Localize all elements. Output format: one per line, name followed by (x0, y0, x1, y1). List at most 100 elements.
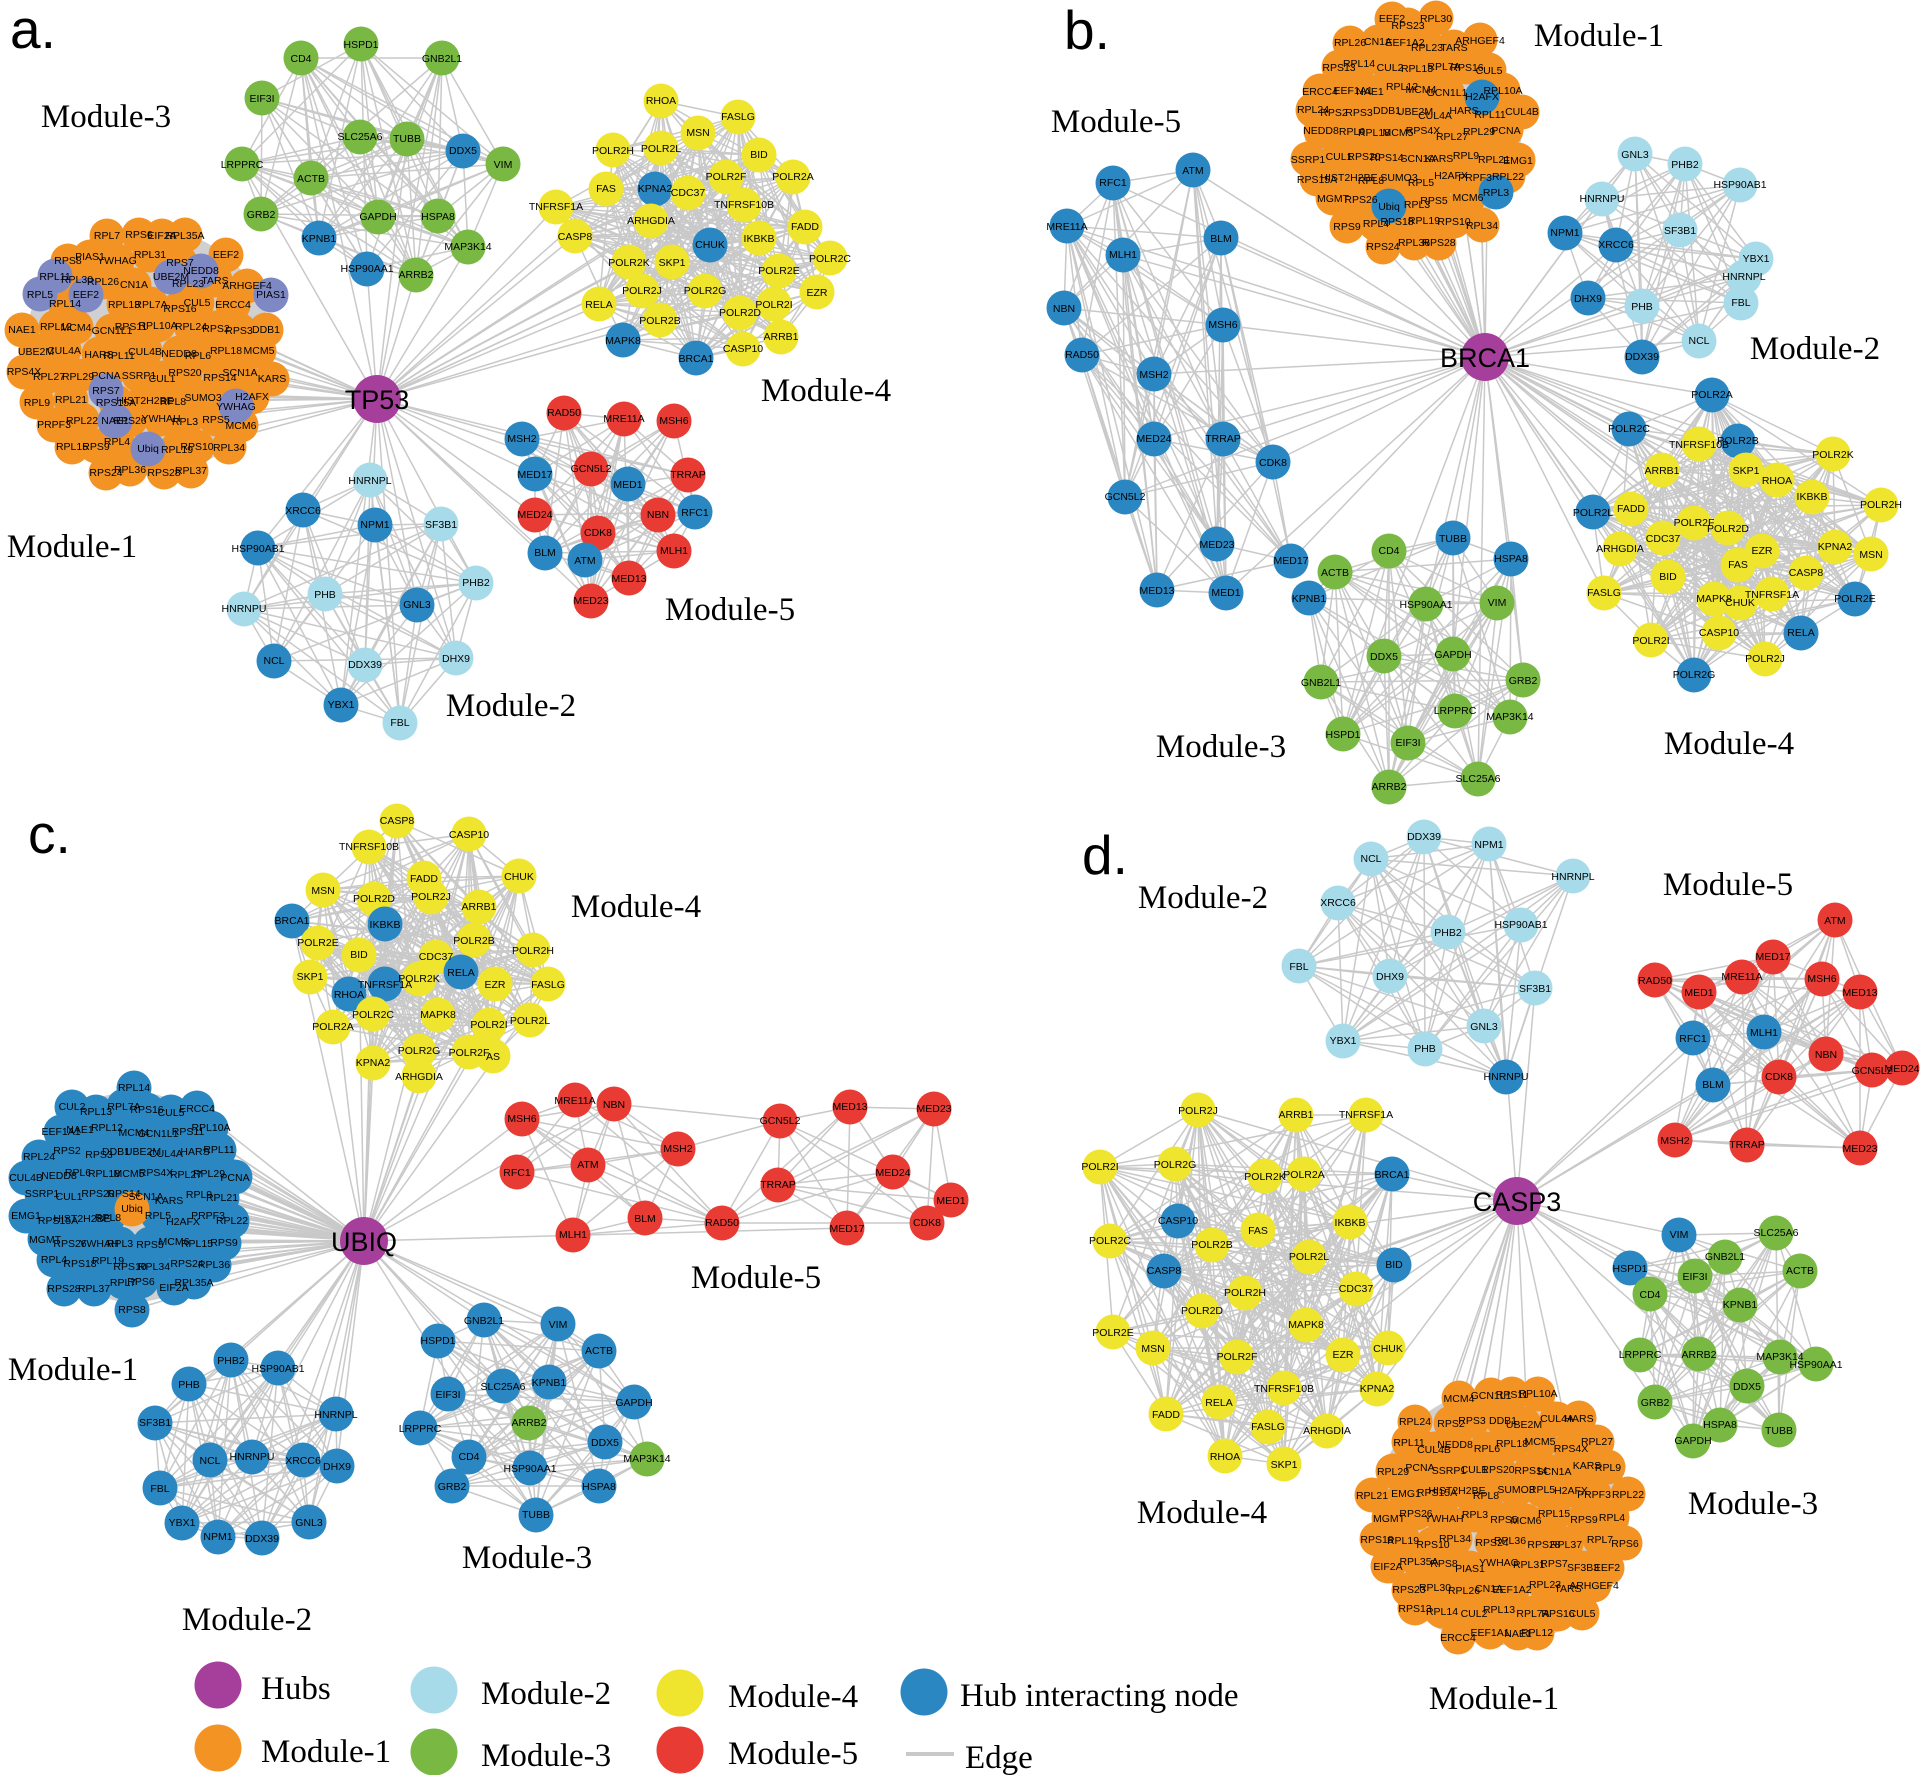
svg-text:RPL5: RPL5 (1529, 1484, 1555, 1496)
svg-text:RPL35A: RPL35A (1399, 1556, 1438, 1568)
svg-text:RPS20: RPS20 (81, 1188, 114, 1200)
svg-text:EMG1: EMG1 (1503, 155, 1533, 167)
svg-text:PIAS1: PIAS1 (256, 289, 286, 301)
svg-text:CN1A: CN1A (1364, 36, 1392, 48)
svg-text:MRE11A: MRE11A (1046, 221, 1087, 233)
svg-text:VIM: VIM (1488, 597, 1507, 609)
svg-text:Ubiq: Ubiq (137, 443, 159, 455)
svg-text:RPL15: RPL15 (56, 441, 88, 453)
svg-text:CASP8: CASP8 (1147, 1265, 1182, 1277)
svg-text:RPL37: RPL37 (175, 465, 207, 477)
svg-text:TRRAP: TRRAP (1729, 1139, 1765, 1151)
svg-text:RELA: RELA (447, 967, 474, 979)
svg-text:CUL4A: CUL4A (47, 345, 81, 357)
svg-text:RPS24: RPS24 (1366, 241, 1399, 253)
svg-text:SF3B1: SF3B1 (425, 519, 457, 531)
svg-text:RFC1: RFC1 (681, 507, 709, 519)
svg-text:ARHGDIA: ARHGDIA (1596, 543, 1644, 555)
svg-text:H2AFX: H2AFX (1554, 1485, 1588, 1497)
svg-text:PHB2: PHB2 (462, 577, 490, 589)
svg-text:POLR2L: POLR2L (1573, 507, 1613, 519)
svg-text:EZR: EZR (807, 287, 828, 299)
svg-text:RPL15: RPL15 (1538, 1508, 1570, 1520)
svg-text:RPL6: RPL6 (65, 1167, 91, 1179)
svg-text:HSPA8: HSPA8 (1703, 1419, 1737, 1431)
svg-text:RPS6: RPS6 (125, 229, 153, 241)
svg-text:RPS16: RPS16 (130, 1104, 163, 1116)
svg-text:DDX5: DDX5 (1370, 651, 1398, 663)
svg-text:MED17: MED17 (1755, 951, 1790, 963)
svg-text:d.: d. (1082, 824, 1128, 886)
svg-text:RPL11: RPL11 (103, 350, 134, 362)
svg-text:RFC1: RFC1 (503, 1167, 531, 1179)
svg-text:MLH1: MLH1 (660, 545, 688, 557)
svg-text:RPL10A: RPL10A (1483, 85, 1522, 97)
svg-text:Module-4: Module-4 (1137, 1495, 1267, 1531)
svg-text:Module-3: Module-3 (481, 1738, 611, 1774)
svg-text:Module-3: Module-3 (1688, 1486, 1818, 1522)
svg-text:KARS: KARS (155, 1195, 184, 1207)
svg-text:RPS4X: RPS4X (139, 1167, 173, 1179)
svg-text:RPL3: RPL3 (1483, 187, 1509, 199)
svg-text:CD4: CD4 (458, 1451, 479, 1463)
svg-text:RELA: RELA (585, 299, 612, 311)
svg-text:RPL24: RPL24 (1399, 1416, 1431, 1428)
svg-text:Module-5: Module-5 (665, 592, 795, 628)
svg-text:TUBB: TUBB (1439, 533, 1467, 545)
svg-text:FADD: FADD (1152, 1409, 1180, 1421)
svg-text:SKP1: SKP1 (1733, 465, 1760, 477)
svg-text:XRCC6: XRCC6 (1320, 897, 1356, 909)
svg-text:PHB2: PHB2 (1434, 927, 1462, 939)
svg-text:RPL24: RPL24 (175, 321, 207, 333)
svg-text:POLR2J: POLR2J (411, 891, 451, 903)
svg-text:UBE2M: UBE2M (153, 271, 189, 283)
svg-text:MCM6: MCM6 (1453, 192, 1484, 204)
svg-text:DDX39: DDX39 (1407, 831, 1441, 843)
svg-text:EEF1A1: EEF1A1 (1333, 85, 1372, 97)
svg-text:POLR2A: POLR2A (1283, 1169, 1324, 1181)
svg-text:RPL9: RPL9 (1453, 150, 1479, 162)
svg-text:POLR2K: POLR2K (608, 257, 649, 269)
svg-text:UBE2M: UBE2M (1506, 1419, 1542, 1431)
svg-text:RPL4: RPL4 (104, 436, 130, 448)
svg-text:EEF1A2: EEF1A2 (1385, 37, 1424, 49)
svg-text:MSH6: MSH6 (1807, 973, 1836, 985)
svg-text:RPL19: RPL19 (161, 444, 193, 456)
svg-text:TNFRSF1A: TNFRSF1A (358, 979, 412, 991)
svg-text:EEF2: EEF2 (1379, 13, 1405, 25)
svg-text:Hubs: Hubs (261, 1671, 331, 1707)
svg-text:ARHGDIA: ARHGDIA (395, 1071, 443, 1083)
svg-text:ERCC4: ERCC4 (1302, 86, 1338, 98)
svg-text:XRCC6: XRCC6 (285, 505, 321, 517)
svg-text:ARHGEF4: ARHGEF4 (1455, 35, 1505, 47)
svg-text:MSN: MSN (311, 885, 334, 897)
svg-text:POLR2D: POLR2D (719, 307, 761, 319)
svg-text:NEDD8: NEDD8 (183, 265, 219, 277)
svg-text:RPS6: RPS6 (127, 1276, 155, 1288)
svg-text:CUL4B: CUL4B (9, 1172, 43, 1184)
svg-text:KPNA2: KPNA2 (638, 183, 673, 195)
svg-text:Module-3: Module-3 (1156, 729, 1286, 765)
svg-text:MED17: MED17 (517, 469, 552, 481)
svg-text:GNB2L1: GNB2L1 (422, 53, 462, 65)
svg-text:ARRB2: ARRB2 (511, 1417, 546, 1429)
svg-text:MRE11A: MRE11A (603, 413, 644, 425)
svg-text:RPS15A: RPS15A (1297, 174, 1337, 186)
svg-text:CUL4B: CUL4B (1505, 106, 1539, 118)
svg-text:RPS7: RPS7 (1540, 1558, 1568, 1570)
svg-text:RPL11: RPL11 (1393, 1437, 1424, 1449)
svg-text:PCNA: PCNA (91, 370, 120, 382)
svg-text:RPL6: RPL6 (1474, 1443, 1500, 1455)
svg-text:SSRP1: SSRP1 (1432, 1465, 1467, 1477)
svg-text:ARHGDIA: ARHGDIA (1303, 1425, 1351, 1437)
svg-text:MED1: MED1 (613, 479, 642, 491)
svg-text:GAPDH: GAPDH (1434, 649, 1471, 661)
svg-text:POLR2A: POLR2A (1691, 389, 1732, 401)
svg-text:CHUK: CHUK (695, 239, 725, 251)
svg-text:RPS7: RPS7 (166, 257, 194, 269)
svg-text:FBL: FBL (150, 1483, 169, 1495)
svg-text:UBE2M: UBE2M (18, 346, 54, 358)
svg-text:KPNB1: KPNB1 (302, 233, 337, 245)
svg-text:Module-5: Module-5 (1051, 104, 1181, 140)
svg-text:POLR2H: POLR2H (592, 145, 634, 157)
